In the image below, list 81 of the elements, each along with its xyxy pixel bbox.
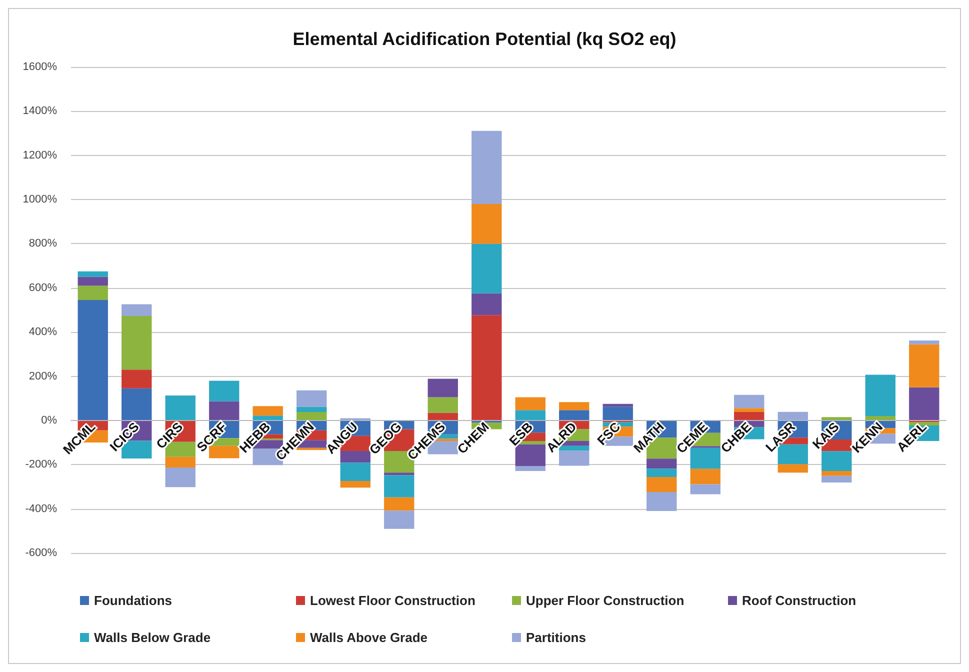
bar xyxy=(209,401,240,420)
bar xyxy=(909,340,940,344)
bar xyxy=(122,388,152,420)
bar xyxy=(296,412,327,420)
bar xyxy=(122,316,152,370)
legend-label: Partitions xyxy=(526,630,586,645)
bar xyxy=(122,370,152,388)
bar xyxy=(822,417,852,420)
bar xyxy=(78,300,108,420)
legend-label: Walls Below Grade xyxy=(94,630,211,645)
bar xyxy=(384,510,414,529)
bar xyxy=(472,293,502,316)
bar xyxy=(296,390,327,407)
bar xyxy=(690,484,720,494)
bar xyxy=(428,378,458,398)
bar xyxy=(559,410,590,420)
bar xyxy=(472,315,502,420)
legend-label: Foundations xyxy=(94,593,172,608)
bar xyxy=(165,456,196,468)
bar xyxy=(646,458,677,469)
bar xyxy=(78,286,108,300)
legend-label: Walls Above Grade xyxy=(310,630,428,645)
bar xyxy=(646,468,677,478)
y-tick-label: 400% xyxy=(28,326,58,338)
bar xyxy=(690,468,720,484)
bar xyxy=(865,374,896,416)
bar xyxy=(165,395,196,420)
legend-label: Upper Floor Construction xyxy=(526,593,684,608)
y-tick-label: -400% xyxy=(25,502,58,515)
legend-label: Lowest Floor Construction xyxy=(310,593,476,608)
bar xyxy=(428,397,458,413)
bar xyxy=(515,397,546,410)
bar xyxy=(734,408,764,412)
y-tick-label: 1400% xyxy=(22,105,58,118)
bar xyxy=(646,477,677,492)
bar xyxy=(472,130,502,204)
bar xyxy=(472,244,502,294)
bar xyxy=(559,402,590,410)
bar xyxy=(734,394,764,408)
bar xyxy=(822,471,852,476)
bar xyxy=(252,416,283,420)
y-tick-label: 200% xyxy=(28,370,58,382)
bar xyxy=(778,464,808,473)
y-tick-label: -600% xyxy=(25,547,58,559)
bar xyxy=(909,387,940,420)
bar xyxy=(865,416,896,420)
bar xyxy=(209,380,240,402)
bar xyxy=(778,412,808,420)
bar xyxy=(515,444,546,466)
bar xyxy=(252,406,283,416)
y-tick-label: -200% xyxy=(25,458,58,471)
bar xyxy=(78,276,108,286)
y-tick-label: 1200% xyxy=(22,149,58,162)
legend-label: Roof Construction xyxy=(742,593,856,608)
bar xyxy=(340,462,370,481)
bar xyxy=(909,422,940,426)
y-tick-label: 800% xyxy=(28,238,58,250)
bar xyxy=(909,344,940,388)
bar xyxy=(646,492,677,512)
y-tick-label: 0% xyxy=(41,414,58,426)
bar xyxy=(428,412,458,420)
bar xyxy=(78,271,108,277)
y-tick-label: 1600% xyxy=(22,61,58,73)
bar xyxy=(822,451,852,472)
bar xyxy=(822,476,852,483)
bar xyxy=(602,404,633,407)
y-tick-label: 1000% xyxy=(22,194,58,206)
bar xyxy=(734,412,764,420)
bar xyxy=(122,304,152,316)
bar xyxy=(165,468,196,488)
bar xyxy=(384,497,414,511)
bar xyxy=(384,475,414,498)
bar xyxy=(472,204,502,244)
y-tick-label: 600% xyxy=(28,282,58,294)
bar xyxy=(340,480,370,488)
bar xyxy=(515,410,546,420)
bar xyxy=(602,406,633,420)
bar xyxy=(296,406,327,412)
bar xyxy=(384,472,414,476)
bar xyxy=(515,466,546,472)
chart-title: Elemental Acidification Potential (kq SO2 eq) xyxy=(292,29,676,49)
